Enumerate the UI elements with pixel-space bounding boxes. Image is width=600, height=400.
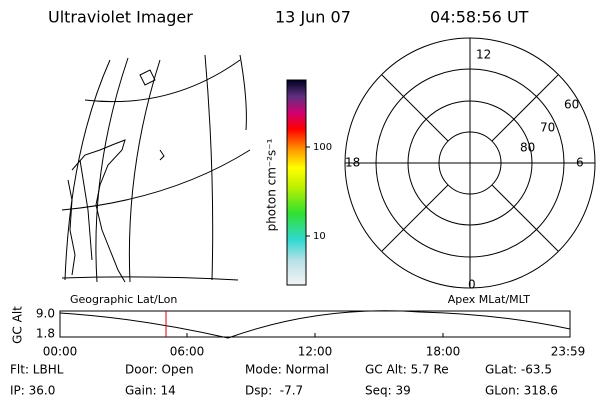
clock-label: 18 — [345, 156, 360, 170]
info-field: GC Alt: 5.7 Re — [365, 363, 449, 377]
info-field: IP: 36.0 — [10, 384, 55, 398]
y-axis-label: GC Alt — [11, 306, 25, 344]
y-tick-label: 1.8 — [36, 327, 55, 341]
colorbar-tick-label: 10 — [313, 231, 326, 242]
info-field: Door: Open — [125, 363, 194, 377]
x-tick-label: 23:59 — [551, 345, 586, 359]
clock-label: 12 — [476, 48, 491, 62]
x-tick-label: 18:00 — [426, 345, 461, 359]
date: 13 Jun 07 — [275, 8, 351, 27]
clock-label: 6 — [576, 156, 584, 170]
geographic-map — [61, 54, 251, 283]
polar-grid — [344, 37, 596, 289]
colorbar-label: photon cm⁻²s⁻¹ — [265, 138, 279, 231]
panel-label: Geographic Lat/Lon — [70, 293, 177, 306]
x-tick-label: 00:00 — [43, 345, 78, 359]
altitude-curve — [59, 310, 571, 339]
info-block: Flt: LBHL Door: Open Mode: Normal GC Alt: 5… — [10, 363, 558, 398]
lat-label: 70 — [540, 121, 555, 135]
lat-label: 60 — [564, 98, 579, 112]
panel-label: Apex MLat/MLT — [448, 293, 531, 306]
y-tick-label: 9.0 — [36, 307, 55, 321]
colorbar-tick-label: 100 — [313, 142, 332, 153]
clock-label: 0 — [468, 278, 476, 292]
x-tick-label: 06:00 — [170, 345, 205, 359]
info-field: GLat: -63.5 — [485, 363, 552, 377]
info-field: Gain: 14 — [125, 384, 176, 398]
info-field: Seq: 39 — [365, 384, 411, 398]
info-field: GLon: 318.6 — [485, 384, 558, 398]
title: Ultraviolet Imager — [48, 8, 193, 27]
colorbar — [286, 79, 307, 286]
info-field: Dsp: -7.7 — [245, 384, 303, 398]
x-tick-label: 12:00 — [298, 345, 333, 359]
time: 04:58:56 UT — [430, 8, 529, 27]
lat-label: 80 — [520, 141, 535, 155]
info-field: Mode: Normal — [245, 363, 329, 377]
x-ticks — [186, 333, 444, 337]
info-field: Flt: LBHL — [10, 363, 64, 377]
